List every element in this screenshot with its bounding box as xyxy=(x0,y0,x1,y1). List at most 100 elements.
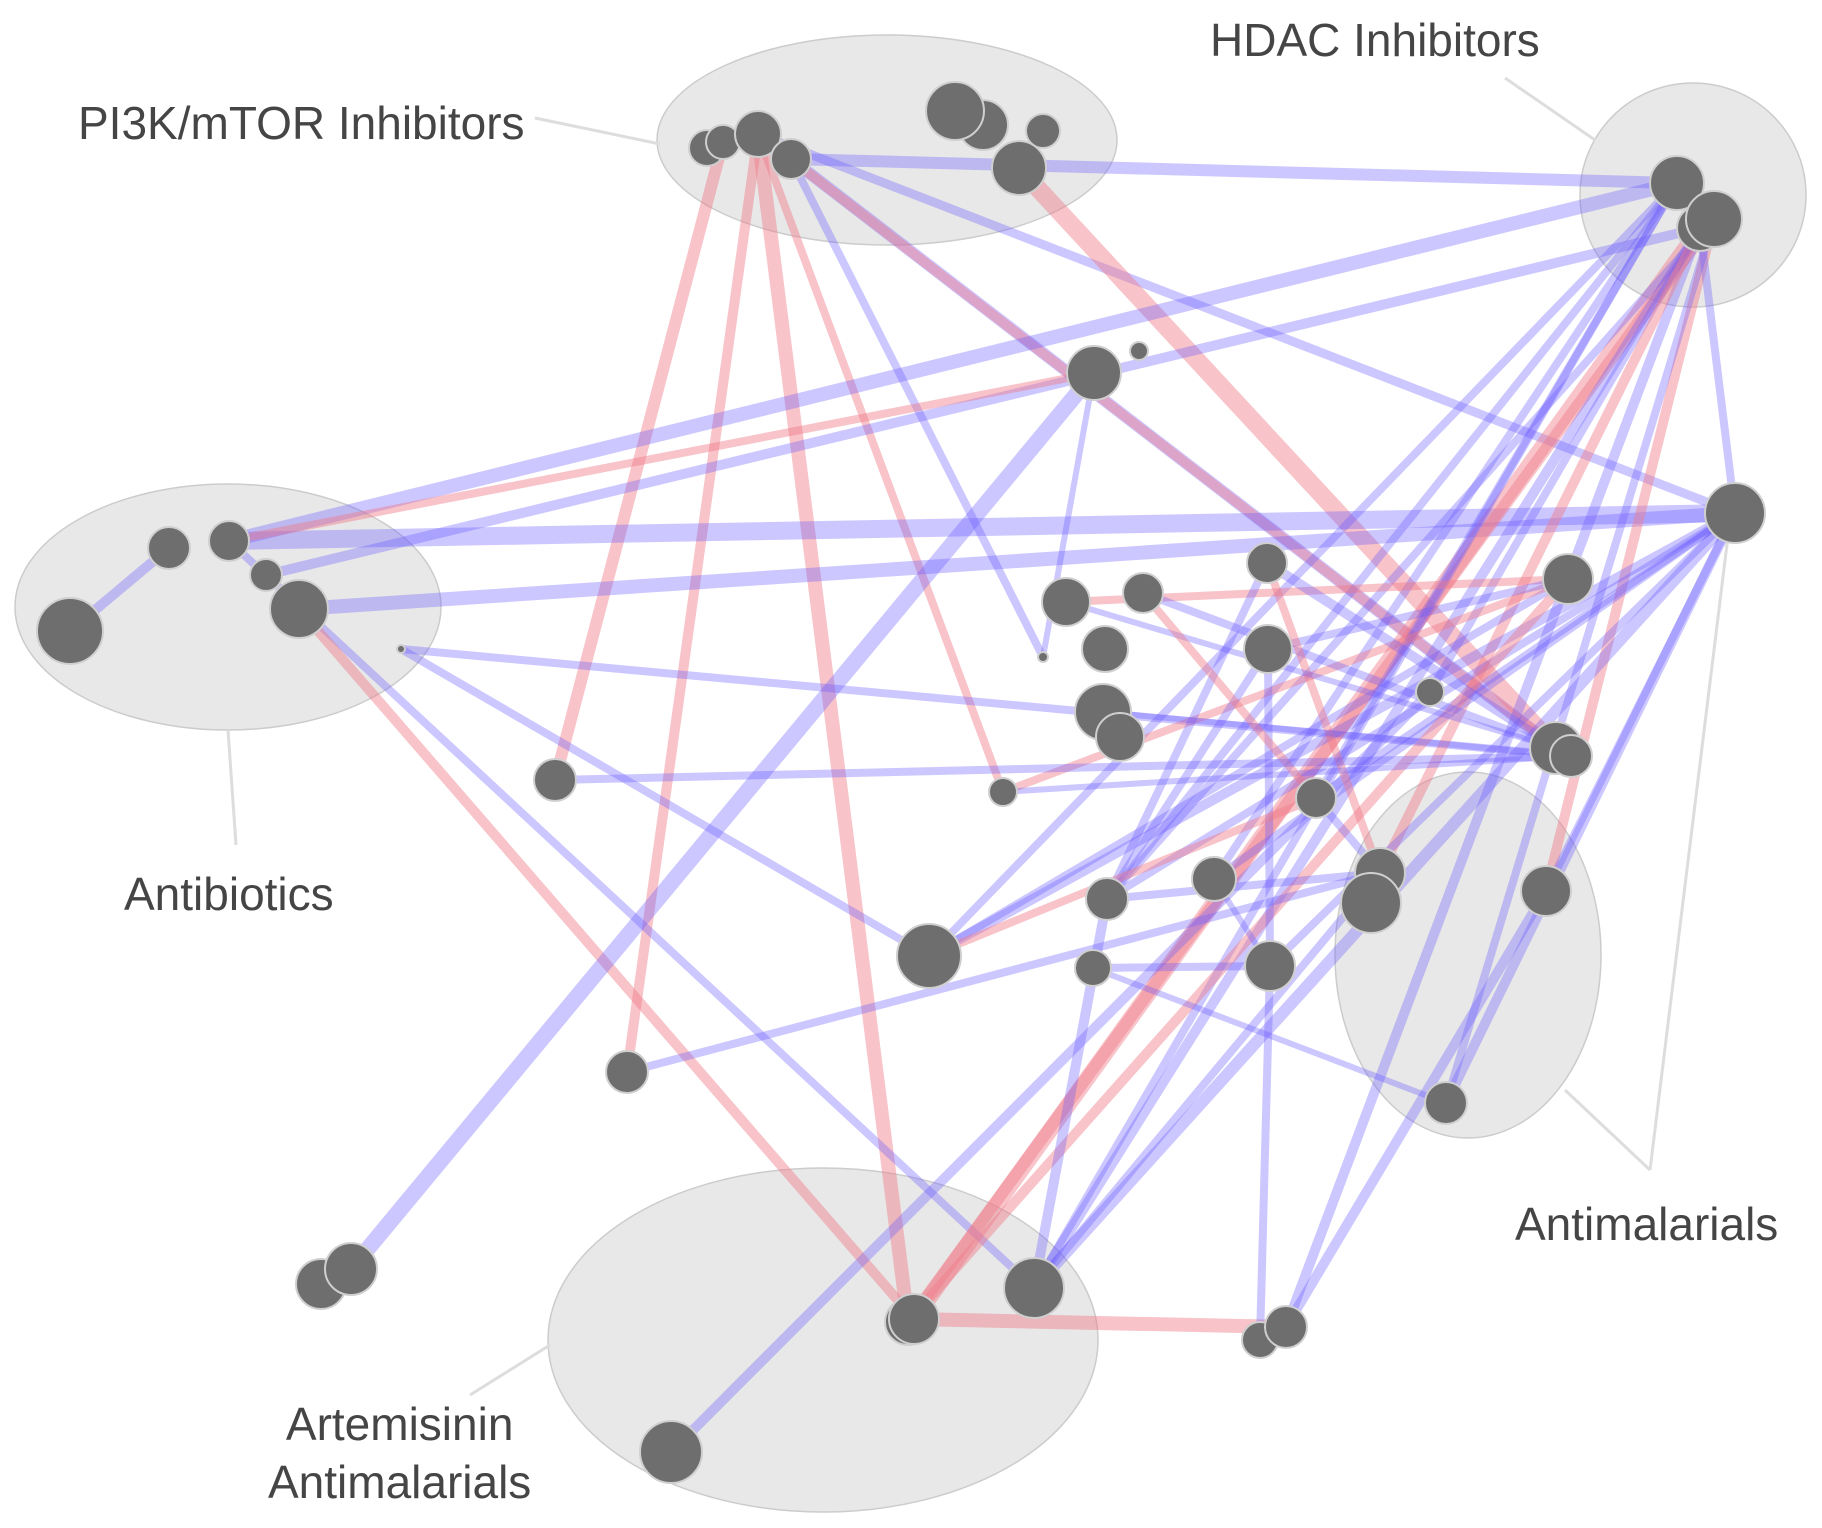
edge-m1-m5 xyxy=(1542,509,1739,895)
drug-node-p7 xyxy=(1025,113,1061,149)
edge-c8-m2 xyxy=(1264,575,1572,653)
drug-node-a5 xyxy=(269,579,329,639)
edge-h2-t2 xyxy=(906,220,1708,1327)
drug-node-a2 xyxy=(147,526,191,570)
drug-node-c8 xyxy=(1243,624,1293,674)
edge-p4-m3 xyxy=(785,153,1562,754)
drug-node-c17 xyxy=(1074,949,1112,987)
edge-m2-t1 xyxy=(903,574,1573,1327)
drug-node-m8 xyxy=(1424,1081,1468,1125)
drug-node-c14 xyxy=(533,758,577,802)
edge-h2-m1 xyxy=(1696,224,1739,517)
leader-line-antibiotics xyxy=(226,729,238,846)
edge-h3-c16 xyxy=(1103,215,1718,903)
edge-p2-c14 xyxy=(549,136,729,786)
edge-h2-c11 xyxy=(1426,224,1704,696)
drug-node-m4 xyxy=(1549,734,1593,778)
edge-c17-c19 xyxy=(1089,962,1274,972)
drug-node-c19 xyxy=(1244,940,1296,992)
edge-m1-c18 xyxy=(924,508,1740,961)
edge-c4-c13 xyxy=(1139,589,1320,802)
cluster-label-hdac: HDAC Inhibitors xyxy=(1210,14,1540,66)
edge-a3-m1 xyxy=(220,504,1744,550)
drug-node-a6 xyxy=(396,644,406,654)
leader-line-hdac xyxy=(1504,76,1596,142)
edge-p4-h1 xyxy=(785,153,1683,189)
leader-line-pi3k xyxy=(534,116,661,146)
edge-p3-t1 xyxy=(751,127,915,1329)
leader-line-antimalarials-b xyxy=(1648,519,1732,1171)
edge-h3-m5 xyxy=(1541,214,1719,896)
edge-c17-m8 xyxy=(1090,965,1449,1106)
cluster-pi3k xyxy=(656,34,1118,246)
drug-node-c11 xyxy=(1415,677,1445,707)
drug-node-c4 xyxy=(1122,572,1164,614)
edge-c19-c8 xyxy=(1264,645,1274,970)
drug-node-h3 xyxy=(1685,190,1743,248)
edge-a4-h2 xyxy=(261,223,1705,580)
drug-node-t5 xyxy=(1264,1305,1308,1349)
drug-node-c3 xyxy=(1041,577,1091,627)
edge-t3-m6 xyxy=(1030,869,1384,1292)
edge-a6-m4 xyxy=(397,645,1575,760)
edge-p3-m3 xyxy=(753,129,1561,753)
edge-m2-c18 xyxy=(925,575,1572,960)
edge-h3-m8 xyxy=(1442,215,1718,1107)
edge-m1-c13 xyxy=(1312,509,1739,802)
edge-h1-c13 xyxy=(1312,179,1681,802)
edge-m1-c15 xyxy=(1210,509,1739,883)
edge-c22-c1 xyxy=(343,365,1102,1277)
drug-node-a4 xyxy=(249,558,283,592)
edge-t5-m5 xyxy=(1281,886,1551,1332)
edge-a6-c18 xyxy=(397,645,933,960)
edge-t4-c19 xyxy=(1256,962,1274,1344)
drug-node-m7 xyxy=(1340,872,1402,934)
drug-node-c16 xyxy=(1085,877,1129,921)
cluster-label-artemisinin-line2: Antimalarials xyxy=(268,1455,532,1508)
edge-h1-c18 xyxy=(925,179,1681,960)
edge-m3-c4 xyxy=(1139,589,1560,752)
edge-t2-t5 xyxy=(907,1312,1293,1334)
edge-h3-t1 xyxy=(902,213,1720,1328)
edge-a3-h1 xyxy=(222,176,1684,548)
drug-node-m2 xyxy=(1542,553,1594,605)
edge-layer xyxy=(65,127,1744,1457)
edge-p3-m1 xyxy=(753,129,1740,518)
drug-node-h1 xyxy=(1649,155,1705,211)
drug-node-t2 xyxy=(888,1293,940,1345)
drug-node-c10 xyxy=(1095,712,1145,762)
edge-c20-m6 xyxy=(623,869,1384,1076)
edge-m1-c16 xyxy=(1103,509,1739,903)
cluster-label-antimalarials: Antimalarials xyxy=(1515,1198,1779,1250)
edge-c16-m6 xyxy=(1103,869,1384,903)
edge-h2-t3 xyxy=(1029,223,1705,1293)
drug-node-c22 xyxy=(324,1242,378,1296)
edge-a3-c1 xyxy=(225,369,1098,545)
drug-node-c12 xyxy=(988,777,1018,807)
cluster-label-artemisinin: Artemisinin Antimalarials xyxy=(268,1396,531,1511)
edge-c8-c16 xyxy=(1103,645,1272,903)
drug-node-c18 xyxy=(896,923,962,989)
cluster-label-artemisinin-line1: Artemisinin xyxy=(285,1398,514,1450)
drug-node-c7 xyxy=(1246,542,1288,584)
edge-a5-t2 xyxy=(294,604,919,1324)
leader-line-artemisinin xyxy=(469,1343,551,1397)
node-layer xyxy=(36,81,1766,1484)
cluster-label-pi3k: PI3K/mTOR Inhibitors xyxy=(78,97,525,149)
edge-h1-t3 xyxy=(1030,179,1681,1292)
edge-c7-m6 xyxy=(1263,559,1384,877)
edge-m1-m8 xyxy=(1441,508,1740,1108)
cluster-label-antibiotics: Antibiotics xyxy=(124,868,334,920)
drug-node-p8 xyxy=(991,140,1047,196)
edge-p3-c20 xyxy=(622,129,763,1077)
drug-node-c13 xyxy=(1295,777,1337,819)
edge-a5-m1 xyxy=(292,506,1742,616)
leader-line-antimalarials-a xyxy=(1563,1088,1652,1172)
edge-h2-m6 xyxy=(1375,223,1705,878)
drug-node-m1 xyxy=(1704,482,1766,544)
edge-p3-c12 xyxy=(754,130,1007,796)
edge-p4-c6 xyxy=(787,155,1047,661)
drug-node-c6 xyxy=(1037,651,1049,663)
edge-c3-m3 xyxy=(1063,599,1559,751)
drug-node-a1 xyxy=(36,597,104,665)
